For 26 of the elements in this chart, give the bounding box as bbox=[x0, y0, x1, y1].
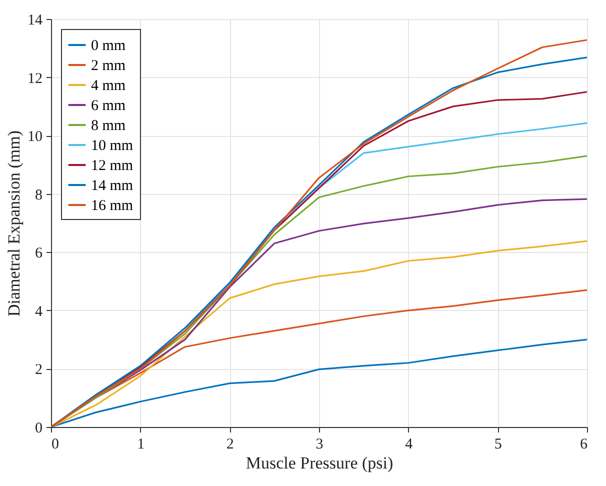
legend-label: 14 mm bbox=[91, 178, 134, 194]
y-tick-label: 10 bbox=[28, 129, 42, 146]
x-tick-label: 2 bbox=[226, 436, 234, 452]
y-axis-title: Diametral Expansion (mm) bbox=[4, 130, 24, 317]
legend-label: 6 mm bbox=[91, 98, 126, 114]
x-tick-label: 5 bbox=[494, 436, 502, 452]
y-tick-label: 8 bbox=[35, 187, 42, 204]
x-tick-label: 6 bbox=[580, 436, 588, 452]
y-tick-label: 14 bbox=[28, 12, 43, 28]
x-axis-title: Muscle Pressure (psi) bbox=[246, 454, 394, 472]
legend-label: 8 mm bbox=[91, 118, 126, 134]
legend-label: 12 mm bbox=[91, 158, 134, 174]
legend-label: 4 mm bbox=[91, 78, 126, 94]
legend-label: 16 mm bbox=[91, 198, 134, 214]
legend-label: 2 mm bbox=[91, 58, 126, 74]
x-tick-label: 1 bbox=[137, 436, 145, 452]
x-tick-label: 3 bbox=[316, 436, 324, 452]
y-tick-label: 6 bbox=[35, 246, 43, 262]
x-tick-label: 4 bbox=[405, 436, 414, 452]
y-tick-label: 0 bbox=[35, 420, 42, 436]
x-tick-label: 0 bbox=[52, 436, 59, 452]
y-tick-label: 12 bbox=[28, 70, 42, 87]
y-tick-label: 4 bbox=[35, 304, 43, 320]
legend-label: 10 mm bbox=[91, 138, 134, 154]
legend-label: 0 mm bbox=[91, 38, 126, 54]
y-tick-label: 2 bbox=[35, 362, 42, 378]
